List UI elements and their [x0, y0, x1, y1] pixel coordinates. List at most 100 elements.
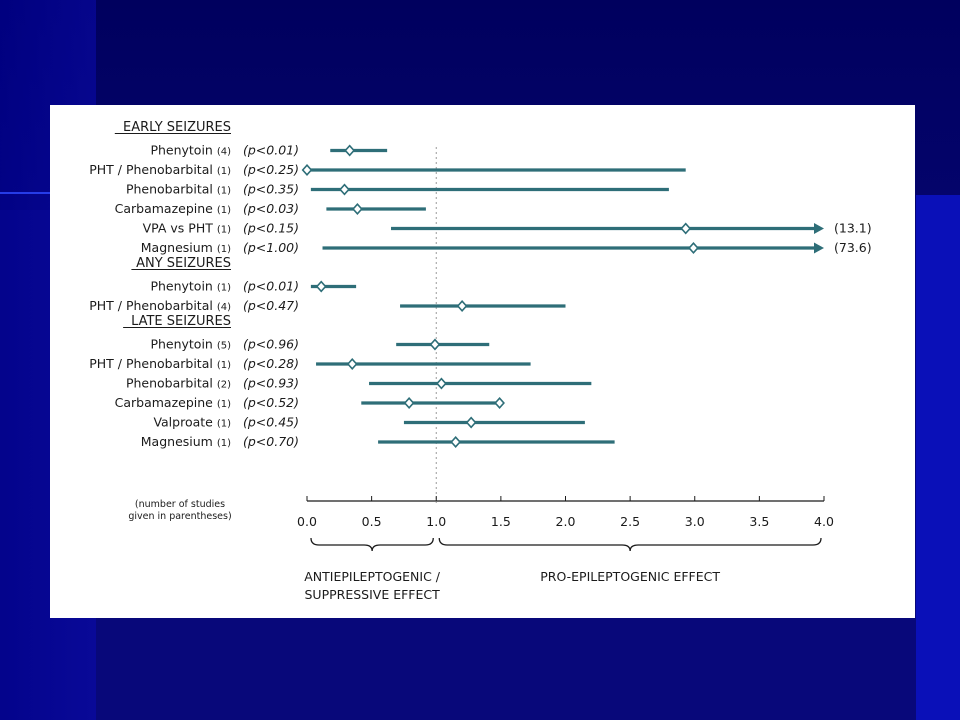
x-tick-label: 0.5 [362, 514, 382, 529]
point-estimate [339, 183, 350, 196]
forest-row: PHT / Phenobarbital (1) (p<0.25) [89, 162, 686, 177]
row-study-count: (1) [217, 419, 231, 430]
point-estimate [465, 416, 477, 429]
region-brace [438, 537, 822, 552]
forest-row: Valproate (1) (p<0.45) [153, 415, 585, 430]
point-estimate [346, 358, 358, 370]
row-p-value: (p<0.93) [243, 376, 299, 391]
x-tick-label: 3.0 [685, 514, 705, 529]
row-study-count: (1) [217, 186, 231, 197]
forest-row: Carbamazepine (1) (p<0.03) [115, 201, 426, 216]
row-drug-name: Phenytoin [150, 143, 216, 158]
row-drug-name: Phenobarbital [126, 376, 217, 391]
row-study-count: (1) [217, 438, 231, 449]
point-estimate [315, 280, 327, 293]
x-tick-label: 1.5 [491, 514, 511, 529]
x-tick-label: 3.5 [749, 514, 769, 529]
row-drug-name: PHT / Phenobarbital [89, 298, 217, 313]
row-study-count: (4) [217, 302, 231, 313]
row-drug-name: PHT / Phenobarbital [89, 162, 217, 177]
row-label: Phenytoin (5) [150, 337, 231, 352]
row-drug-name: Valproate [153, 415, 216, 430]
point-estimate [436, 377, 447, 390]
footnote-line: given in parentheses) [128, 511, 231, 522]
x-tick-label: 4.0 [814, 514, 834, 529]
slide-right-band [916, 195, 960, 720]
row-p-value: (p<1.00) [243, 240, 299, 255]
row-study-count: (2) [217, 380, 231, 391]
point-estimate [403, 397, 415, 409]
forest-row: Phenobarbital (1) (p<0.35) [126, 182, 669, 197]
point-estimate [680, 222, 692, 235]
region-brace [310, 537, 434, 552]
row-label: Magnesium (1) [141, 240, 231, 255]
row-study-count: (1) [217, 205, 231, 216]
row-study-count: (1) [217, 283, 231, 294]
row-drug-name: VPA vs PHT [143, 221, 217, 236]
row-label: Carbamazepine (1) [115, 395, 231, 410]
row-label: Carbamazepine (1) [115, 201, 231, 216]
region-label: SUPPRESSIVE EFFECT [304, 587, 440, 602]
forest-row: Phenytoin (4) (p<0.01) [150, 143, 388, 158]
footnote-line: (number of studies [135, 499, 225, 510]
point-estimate [456, 300, 468, 312]
forest-row: Magnesium (1) (p<1.00) (73.6) [141, 240, 872, 255]
group-title: ANY SEIZURES [136, 256, 231, 271]
forest-row: Phenobarbital (2) (p<0.93) [126, 376, 592, 391]
row-p-value: (p<0.28) [243, 356, 299, 371]
forest-row: PHT / Phenobarbital (1) (p<0.28) [89, 356, 531, 371]
ci-arrowhead [814, 242, 824, 254]
row-drug-name: Phenytoin [150, 279, 216, 294]
forest-row: Magnesium (1) (p<0.70) [141, 434, 615, 449]
forest-row: Carbamazepine (1) (p<0.52) [115, 395, 505, 410]
x-tick-label: 1.0 [426, 514, 446, 529]
row-p-value: (p<0.01) [243, 143, 299, 158]
row-drug-name: PHT / Phenobarbital [89, 356, 217, 371]
point-estimate [352, 203, 363, 215]
group-title: EARLY SEIZURES [123, 120, 231, 135]
forest-plot: EARLY SEIZURES Phenytoin (4) (p<0.01) PHT /… [89, 120, 872, 602]
row-study-count: (1) [217, 399, 231, 410]
row-study-count: (4) [217, 147, 231, 158]
row-label: PHT / Phenobarbital (4) [89, 298, 231, 313]
row-label: VPA vs PHT (1) [143, 221, 232, 236]
ci-upper-value: (73.6) [834, 240, 872, 255]
row-p-value: (p<0.96) [243, 337, 299, 352]
row-p-value: (p<0.03) [243, 201, 299, 216]
row-p-value: (p<0.01) [243, 279, 299, 294]
row-drug-name: Magnesium [141, 434, 217, 449]
row-p-value: (p<0.70) [243, 434, 299, 449]
row-p-value: (p<0.35) [243, 182, 299, 197]
point-estimate [494, 397, 505, 409]
row-label: Phenytoin (1) [150, 279, 231, 294]
row-p-value: (p<0.47) [243, 298, 299, 313]
point-estimate [429, 338, 441, 351]
group-title: LATE SEIZURES [131, 314, 231, 329]
point-estimate [688, 242, 699, 254]
row-label: PHT / Phenobarbital (1) [89, 162, 231, 177]
row-p-value: (p<0.45) [243, 415, 299, 430]
row-label: Magnesium (1) [141, 434, 231, 449]
region-label: ANTIEPILEPTOGENIC / [304, 569, 441, 584]
region-label: PRO-EPILEPTOGENIC EFFECT [540, 569, 720, 584]
ci-arrowhead [814, 223, 824, 234]
row-drug-name: Phenobarbital [126, 182, 217, 197]
forest-row: Phenytoin (1) (p<0.01) [150, 279, 357, 294]
row-label: Phenobarbital (2) [126, 376, 231, 391]
row-p-value: (p<0.52) [243, 395, 299, 410]
row-label: PHT / Phenobarbital (1) [89, 356, 231, 371]
row-study-count: (1) [217, 225, 231, 236]
row-drug-name: Carbamazepine [115, 395, 217, 410]
row-drug-name: Phenytoin [150, 337, 216, 352]
forest-row: Phenytoin (5) (p<0.96) [150, 337, 490, 352]
row-study-count: (1) [217, 244, 231, 255]
x-tick-label: 0.0 [297, 514, 317, 529]
row-drug-name: Magnesium [141, 240, 217, 255]
row-study-count: (1) [217, 360, 231, 371]
point-estimate [301, 164, 313, 176]
row-label: Valproate (1) [153, 415, 231, 430]
row-study-count: (1) [217, 166, 231, 177]
row-label: Phenobarbital (1) [126, 182, 231, 197]
forest-row: PHT / Phenobarbital (4) (p<0.47) [89, 298, 566, 313]
row-p-value: (p<0.25) [243, 162, 299, 177]
